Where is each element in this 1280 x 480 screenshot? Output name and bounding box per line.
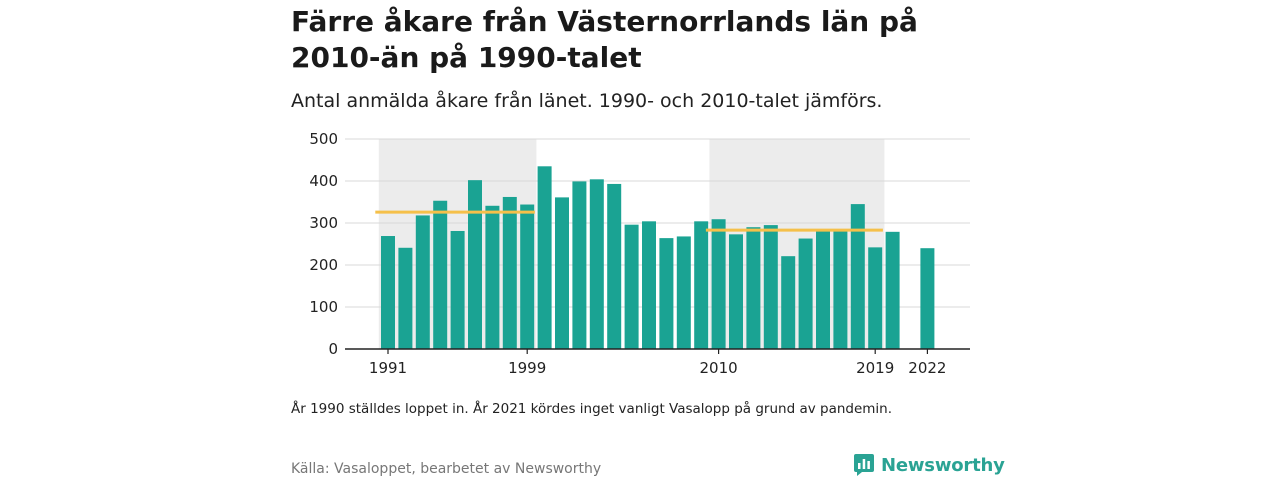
bar-2013 — [763, 225, 778, 349]
y-axis-labels: 0 100 200 300 400 500 — [309, 130, 338, 358]
gridlines — [345, 138, 970, 308]
y-tick-label: 100 — [309, 298, 338, 316]
bar-2010 — [711, 219, 726, 349]
bar-2019 — [868, 247, 883, 349]
bar-2020 — [885, 231, 900, 349]
source-text: Källa: Vasaloppet, bearbetet av Newswort… — [291, 461, 602, 477]
bar-2012 — [746, 227, 761, 349]
bar-2015 — [798, 238, 813, 349]
bar-2014 — [781, 256, 796, 349]
chart-subtitle: Antal anmälda åkare från länet. 1990- oc… — [291, 90, 883, 112]
y-tick-label: 0 — [328, 340, 338, 358]
bar-1999 — [520, 204, 535, 349]
y-tick-label: 200 — [309, 256, 338, 274]
bar-1998 — [502, 196, 517, 349]
bar-2011 — [729, 234, 743, 349]
footnote: År 1990 ställdes loppet in. År 2021 körd… — [291, 401, 893, 417]
x-tick-label: 1999 — [508, 359, 546, 377]
bar-2008 — [676, 236, 691, 349]
bar-2022 — [920, 248, 935, 349]
y-tick-label: 300 — [309, 214, 338, 232]
bars — [381, 166, 935, 349]
bar-2004 — [607, 183, 622, 349]
bar-2007 — [659, 238, 674, 349]
bar-1995 — [450, 230, 465, 349]
bar-2018 — [850, 204, 865, 349]
bar-2016 — [816, 229, 830, 349]
bar-1991 — [381, 236, 395, 349]
bar-1997 — [485, 205, 500, 349]
bar-2003 — [589, 179, 604, 349]
bar-1994 — [433, 200, 448, 349]
bar-1992 — [398, 247, 413, 349]
bar-2006 — [642, 221, 656, 349]
y-tick-label: 400 — [309, 172, 338, 190]
bar-2009 — [694, 221, 709, 349]
y-tick-label: 500 — [309, 130, 338, 148]
bar-2017 — [833, 229, 848, 349]
bar-2005 — [624, 224, 639, 349]
x-tick-label: 2022 — [908, 359, 946, 377]
bar-2002 — [572, 181, 587, 349]
x-tick-label: 2019 — [856, 359, 894, 377]
average-lines — [375, 210, 883, 232]
bar-2000 — [537, 166, 552, 349]
x-tick-label: 2010 — [700, 359, 738, 377]
x-tick-label: 1991 — [369, 359, 407, 377]
chart-title: Färre åkare från Västernorrlands län på … — [291, 5, 918, 74]
newsworthy-logo-icon — [854, 454, 874, 476]
bar-1996 — [468, 180, 482, 349]
bar-1993 — [415, 215, 430, 349]
x-axis: 1991 1999 2010 2019 2022 — [345, 348, 970, 377]
bar-2001 — [555, 197, 569, 349]
bar-chart: 0 100 200 300 400 500 1991 1999 2010 2019 2022 — [309, 130, 970, 377]
logo-text: Newsworthy — [881, 454, 1005, 476]
newsworthy-logo: Newsworthy — [853, 453, 1005, 477]
